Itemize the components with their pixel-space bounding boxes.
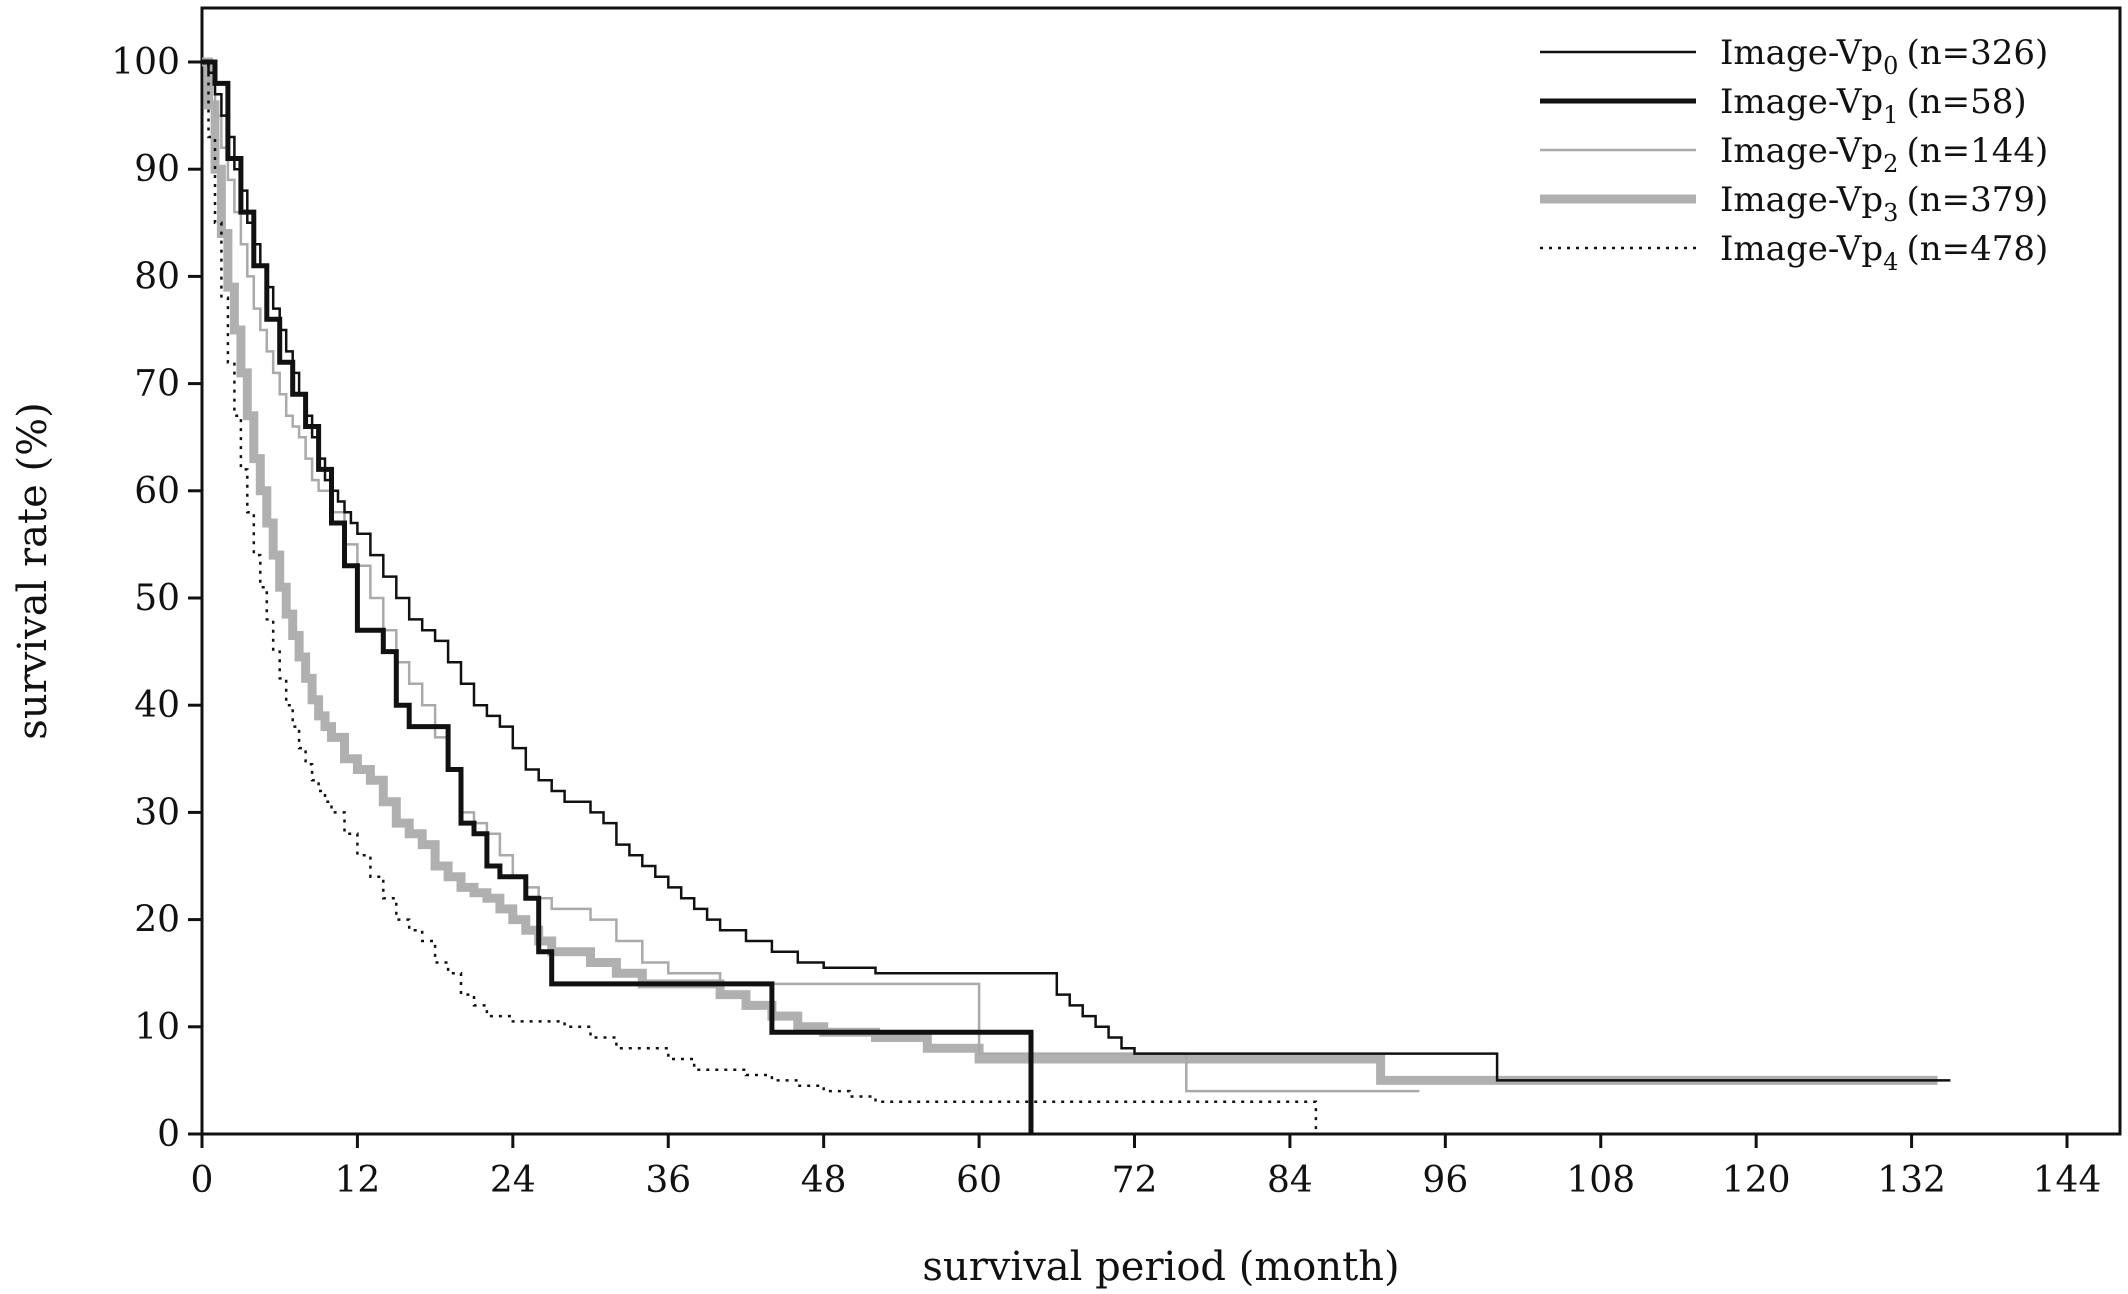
y-tick-label: 90	[134, 149, 180, 190]
y-tick-label: 100	[111, 42, 180, 83]
x-tick-label: 0	[191, 1160, 214, 1201]
legend-label-vp1: Image-Vp1 (n=58)	[1720, 82, 2027, 129]
y-tick-label: 0	[157, 1114, 180, 1155]
legend-label-vp4: Image-Vp4 (n=478)	[1720, 229, 2048, 276]
y-tick-label: 70	[134, 364, 180, 405]
legend-label-vp2: Image-Vp2 (n=144)	[1720, 131, 2048, 178]
x-tick-label: 60	[956, 1160, 1002, 1201]
y-tick-label: 20	[134, 900, 180, 941]
legend-label-vp0: Image-Vp0 (n=326)	[1720, 33, 2048, 80]
x-tick-label: 132	[1877, 1160, 1946, 1201]
x-tick-label: 144	[2033, 1160, 2102, 1201]
legend: Image-Vp0 (n=326)Image-Vp1 (n=58)Image-Vp2…	[1540, 33, 2048, 276]
x-tick-label: 108	[1566, 1160, 1635, 1201]
y-axis-title: survival rate (%)	[10, 402, 56, 739]
y-tick-label: 50	[134, 578, 180, 619]
x-tick-label: 36	[645, 1160, 691, 1201]
y-axis: 0 10 20 30 40 50 60 70 80 90 100	[111, 42, 202, 1155]
series-line-vp2	[202, 60, 1420, 1093]
series-line-vp1	[202, 59, 1034, 1134]
x-tick-label: 120	[1722, 1160, 1791, 1201]
x-tick-label: 48	[801, 1160, 847, 1201]
series-line-vp3	[202, 57, 1938, 1085]
x-axis: 0 12 24 36 48 60 72 84 96 108 120 132 144	[191, 1134, 2102, 1201]
x-tick-label: 84	[1267, 1160, 1313, 1201]
x-tick-label: 12	[335, 1160, 381, 1201]
y-tick-label: 80	[134, 256, 180, 297]
series-line-vp4	[202, 60, 1318, 1134]
series-line-vp0	[202, 60, 1951, 1082]
y-tick-label: 10	[134, 1007, 180, 1048]
x-tick-label: 96	[1422, 1160, 1468, 1201]
series-group	[202, 57, 1951, 1134]
y-tick-label: 60	[134, 471, 180, 512]
y-tick-label: 40	[134, 685, 180, 726]
x-tick-label: 72	[1112, 1160, 1158, 1201]
x-tick-label: 24	[490, 1160, 536, 1201]
x-axis-title: survival period (month)	[922, 1244, 1399, 1290]
legend-label-vp3: Image-Vp3 (n=379)	[1720, 180, 2048, 227]
plot-frame	[200, 6, 2122, 1136]
y-tick-label: 30	[134, 792, 180, 833]
